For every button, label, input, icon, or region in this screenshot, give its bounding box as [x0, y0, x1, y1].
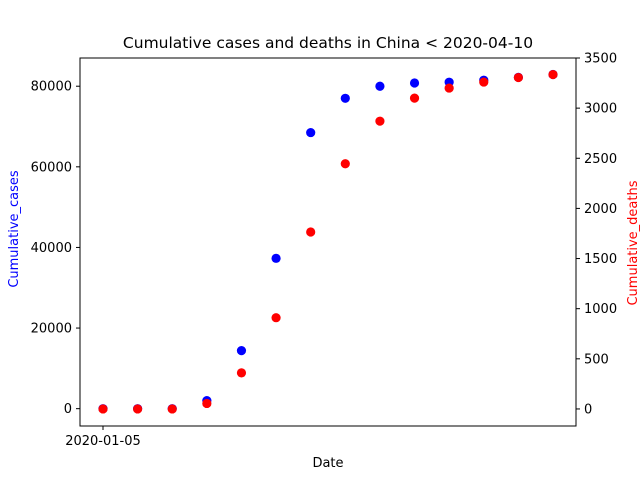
x-axis-label: Date	[312, 456, 343, 471]
right-tick-label: 2000	[584, 202, 617, 217]
right-tick-label: 1500	[584, 252, 617, 267]
deaths-point	[236, 368, 247, 378]
deaths-point	[167, 404, 177, 414]
deaths-point	[306, 227, 316, 237]
right-tick-label: 3000	[584, 102, 617, 117]
right-tick-label: 0	[584, 402, 592, 417]
deaths-point	[513, 72, 523, 83]
cases-point	[236, 346, 247, 356]
deaths-point	[271, 313, 281, 323]
deaths-point	[479, 77, 489, 87]
cases-point	[375, 81, 385, 91]
deaths-point	[375, 116, 385, 126]
cases-point	[409, 78, 420, 88]
deaths-point	[340, 159, 350, 169]
cases-point	[340, 93, 350, 103]
left-axis-ticks: 0 20000 40000 60000 80000	[31, 80, 80, 417]
cases-point	[306, 127, 316, 138]
deaths-point	[133, 404, 143, 414]
cases-point	[271, 253, 281, 263]
deaths-point	[409, 93, 420, 103]
right-tick-label: 500	[584, 352, 609, 367]
left-tick-label: 60000	[31, 160, 72, 175]
left-tick-label: 20000	[31, 322, 72, 337]
deaths-point	[548, 69, 558, 80]
right-tick-label: 2500	[584, 152, 617, 167]
deaths-point	[444, 83, 454, 93]
plot-area-frame	[79, 57, 577, 427]
left-tick-label: 80000	[31, 80, 72, 95]
left-tick-label: 40000	[31, 241, 72, 256]
right-tick-label: 3500	[584, 52, 617, 67]
data-points	[98, 69, 558, 414]
deaths-point	[202, 398, 212, 409]
left-tick-label: 0	[64, 402, 72, 417]
chart-title: Cumulative cases and deaths in China < 2…	[123, 34, 533, 52]
right-tick-label: 1000	[584, 302, 617, 317]
x-axis-ticks: 2020-01-05	[65, 426, 141, 449]
right-axis-label: Cumulative_deaths	[626, 180, 640, 305]
x-tick-label: 2020-01-05	[65, 434, 141, 449]
right-axis-ticks: 0 500 1000 1500 2000 2500 3000 3500	[576, 52, 617, 417]
left-axis-label: Cumulative_cases	[7, 170, 22, 288]
deaths-point	[98, 404, 108, 414]
